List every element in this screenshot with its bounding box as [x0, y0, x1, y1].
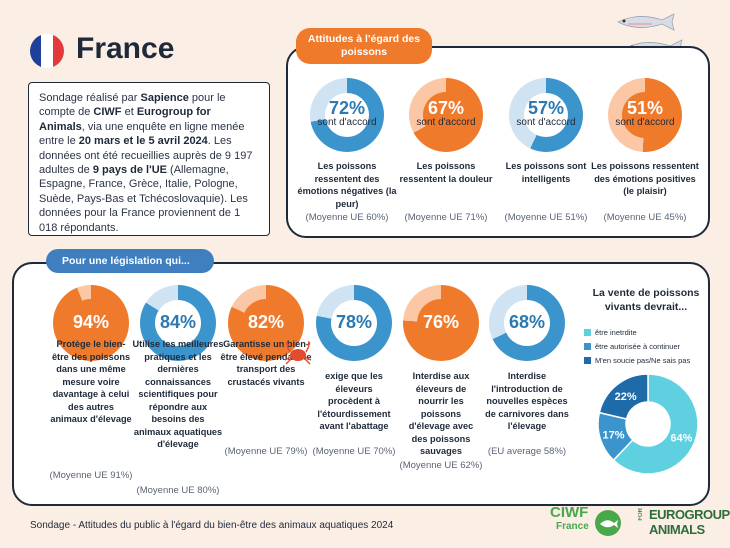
legislation-eu-average: (Moyenne UE 91%) — [49, 470, 133, 481]
flag-red — [52, 34, 64, 68]
legend-label: être inetrdite — [595, 328, 637, 337]
legislation-caption: Garantisse un bien-être élevé pendant le… — [220, 339, 312, 387]
attitude-percentage: 51% — [626, 98, 664, 118]
survey-bold: 20 mars et le 5 avril 2024 — [78, 135, 208, 148]
attitude-eu-average: (Moyenne UE 60%) — [305, 212, 389, 223]
legislation-ring: 76% — [403, 285, 479, 361]
donut-slice — [598, 373, 649, 420]
legislation-caption: Protège le bien-être des poissons dans u… — [50, 339, 132, 424]
attitude-agree-label: sont d'accord — [416, 117, 476, 128]
survey-bold: Sapience — [140, 92, 189, 104]
attitude-agree-label: sont d'accord — [615, 117, 675, 128]
legislation-ring: 68% — [489, 285, 565, 361]
attitude-ring: 57% sont d'accord — [509, 78, 583, 152]
legend-item: M'en soucie pas/Ne sais pas — [584, 356, 690, 365]
legislation-ring: 94% — [53, 285, 129, 361]
legislation-ring: 82% — [228, 285, 304, 361]
legislation-percentage: 84% — [159, 312, 197, 332]
legislation-ring-center — [67, 299, 115, 347]
legislation-percentage: 94% — [72, 312, 110, 332]
attitude-ring-center — [325, 93, 369, 137]
legislation-ring: 78% — [316, 285, 392, 361]
legislation-ring-center — [242, 299, 290, 347]
legislation-percentage: 78% — [335, 312, 373, 332]
legend-label: être autorisée à continuer — [595, 342, 681, 351]
attitude-ring: 72% sont d'accord — [310, 78, 384, 152]
flag-blue — [30, 34, 42, 68]
attitudes-title: Attitudes à l'égard des poissons — [296, 28, 432, 64]
attitude-caption: Les poissons ressentent des émotions nég… — [297, 161, 397, 209]
sale-donut-chart: 64% 17% 22% — [597, 373, 699, 475]
legislation-eu-average: (Moyenne UE 70%) — [312, 446, 396, 457]
legend-swatch — [584, 329, 591, 336]
eurogroup-logo: FOR EUROGROUP ANIMALS — [638, 504, 730, 542]
survey-bold: 9 pays de l'UE — [92, 164, 167, 177]
survey-text: , via une enquête en ligne menée entre l… — [39, 120, 245, 148]
legislation-caption: Interdise l'introduction de nouvelles es… — [485, 371, 569, 431]
legislation-eu-average: (Moyenne UE 80%) — [136, 485, 220, 496]
survey-text: Sondage réalisé par — [39, 92, 141, 104]
attitude-ring-center — [622, 92, 668, 138]
crab-icon — [284, 341, 312, 365]
ciwf-logo: CIWF France — [548, 504, 628, 542]
attitude-eu-average: (Moyenne UE 51%) — [504, 212, 588, 223]
survey-text: . Les données ont été recueillies auprès… — [39, 135, 253, 177]
legislation-ring-center — [417, 299, 465, 347]
country-title: France — [76, 32, 175, 65]
legend-item: être inetrdite — [584, 328, 637, 337]
attitude-agree-label: sont d'accord — [317, 117, 377, 128]
legislation-ring: 84% — [140, 285, 216, 361]
attitude-percentage: 67% — [427, 98, 465, 118]
footer-source: Sondage - Attitudes du public à l'égard … — [30, 520, 394, 531]
ciwf-logo-text: CIWF — [550, 504, 589, 521]
ciwf-fish-icon — [595, 510, 621, 536]
survey-text: et — [121, 106, 137, 119]
attitude-agree-label: sont d'accord — [516, 117, 576, 128]
french-flag-icon — [30, 34, 64, 68]
survey-text: (Allemagne, Espagne, France, Grèce, Ital… — [39, 164, 248, 234]
attitude-eu-average: (Moyenne UE 45%) — [603, 212, 687, 223]
legislation-percentage: 76% — [422, 312, 460, 332]
attitude-percentage: 72% — [328, 98, 366, 118]
legend-item: être autorisée à continuer — [584, 342, 680, 351]
survey-description: Sondage réalisé par Sapience pour le com… — [28, 82, 270, 236]
attitude-caption: Les poissons ressentent la douleur — [399, 161, 493, 184]
attitude-percentage: 57% — [527, 98, 565, 118]
eurogroup-text: EUROGROUP — [649, 507, 730, 522]
attitude-ring: 51% sont d'accord — [608, 78, 682, 152]
legislation-caption: Utilise les meilleures pratiques et les … — [132, 339, 224, 449]
legislation-eu-average: (Moyenne UE 62%) — [399, 460, 483, 471]
attitude-eu-average: (Moyenne UE 71%) — [404, 212, 488, 223]
survey-bold: Eurogroup for Animals — [39, 106, 211, 133]
donut-slice-label: 17% — [602, 429, 624, 441]
donut-slice — [612, 373, 699, 475]
sale-title: La vente de poissons vivants devrait... — [592, 287, 700, 313]
legislation-ring-center — [504, 300, 550, 346]
legislation-caption: exige que les éleveurs procèdent à l'éto… — [317, 371, 391, 431]
legislation-percentage: 68% — [508, 312, 546, 332]
attitude-ring-center — [423, 92, 469, 138]
animals-text: ANIMALS — [649, 522, 705, 537]
legislation-ring-center — [331, 300, 377, 346]
legislation-ring-center — [155, 300, 201, 346]
attitude-ring: 67% sont d'accord — [409, 78, 483, 152]
ciwf-logo-sub: France — [556, 521, 589, 532]
eurogroup-for-text: FOR — [638, 508, 644, 521]
attitude-caption: Les poissons ressentent des émotions pos… — [591, 161, 699, 196]
attitude-ring-center — [524, 93, 568, 137]
legislation-percentage: 82% — [247, 312, 285, 332]
legend-label: M'en soucie pas/Ne sais pas — [595, 356, 691, 365]
donut-slice-label: 22% — [615, 391, 637, 403]
donut-slice-label: 64% — [670, 432, 692, 444]
legend-swatch — [584, 343, 591, 350]
legislation-eu-average: (Moyenne UE 79%) — [224, 446, 308, 457]
survey-text: pour le compte de — [39, 92, 226, 119]
flag-white — [41, 34, 53, 68]
legend-swatch — [584, 357, 591, 364]
survey-bold: CIWF — [93, 106, 122, 119]
legislation-eu-average: (EU average 58%) — [487, 446, 567, 457]
legislation-title: Pour une législation qui... — [46, 249, 214, 273]
legislation-caption: Interdise aux éleveurs de nourrir les po… — [408, 371, 474, 456]
attitude-caption: Les poissons sont intelligents — [505, 161, 587, 184]
